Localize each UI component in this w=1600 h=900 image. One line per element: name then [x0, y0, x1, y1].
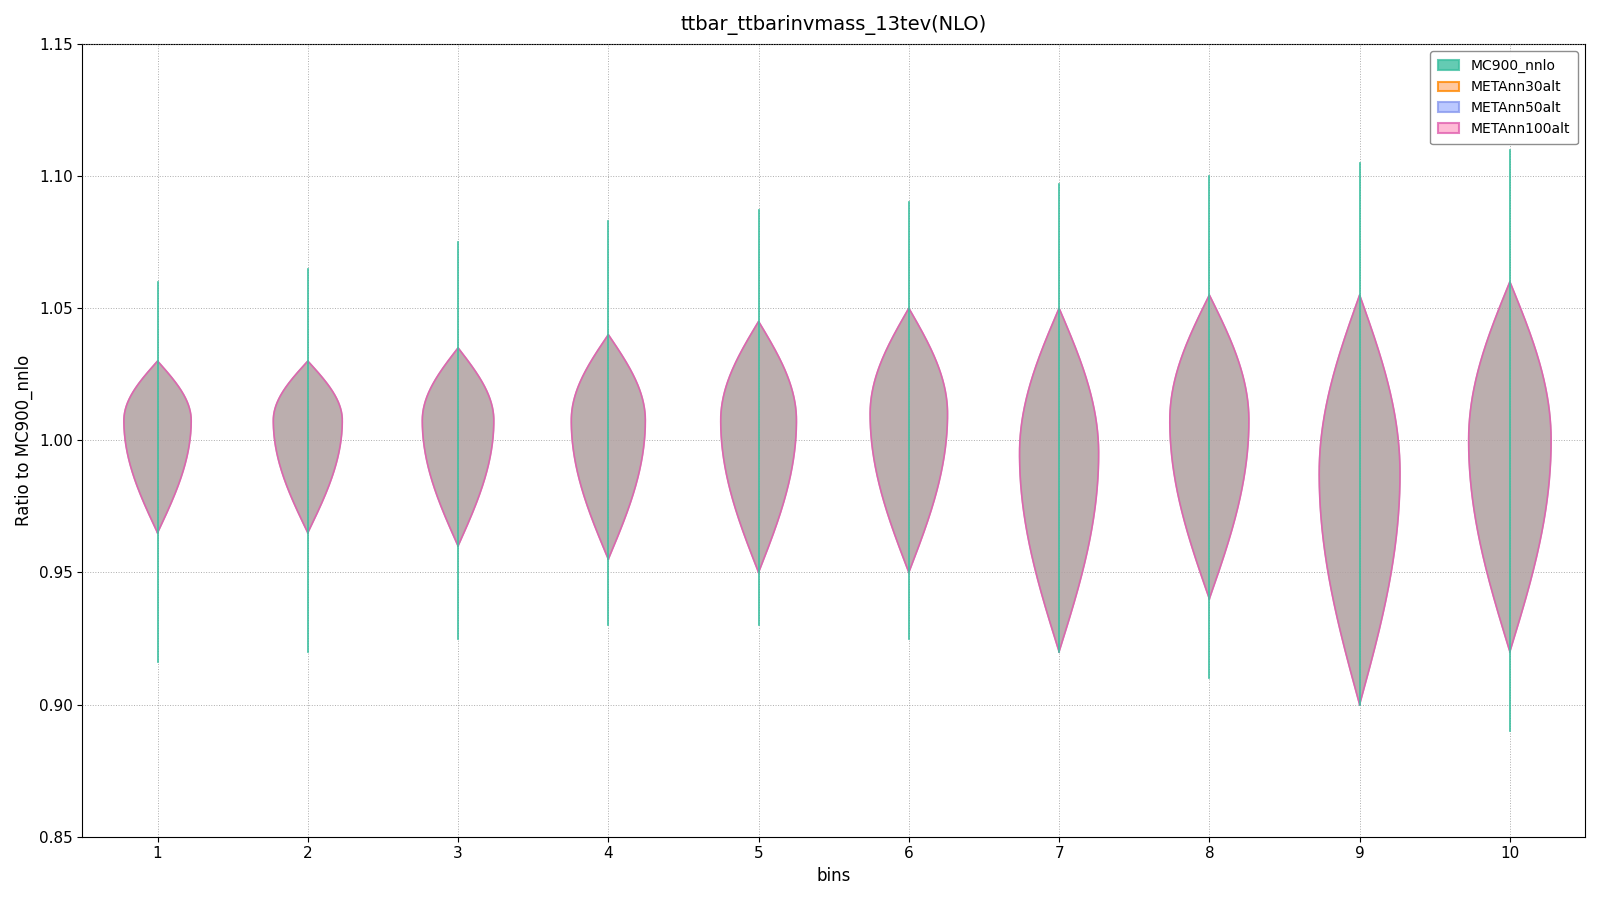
Polygon shape	[274, 361, 342, 533]
Polygon shape	[1170, 295, 1250, 598]
Polygon shape	[123, 361, 192, 533]
Polygon shape	[571, 335, 645, 559]
Polygon shape	[422, 347, 494, 546]
Polygon shape	[1320, 295, 1400, 705]
Polygon shape	[870, 308, 947, 572]
Y-axis label: Ratio to MC900_nnlo: Ratio to MC900_nnlo	[14, 355, 34, 526]
Polygon shape	[1019, 308, 1099, 652]
Title: ttbar_ttbarinvmass_13tev(NLO): ttbar_ttbarinvmass_13tev(NLO)	[680, 15, 987, 35]
X-axis label: bins: bins	[816, 867, 851, 885]
Legend: MC900_nnlo, METAnn30alt, METAnn50alt, METAnn100alt: MC900_nnlo, METAnn30alt, METAnn50alt, ME…	[1430, 50, 1578, 145]
Polygon shape	[720, 321, 797, 572]
Polygon shape	[1469, 282, 1550, 652]
